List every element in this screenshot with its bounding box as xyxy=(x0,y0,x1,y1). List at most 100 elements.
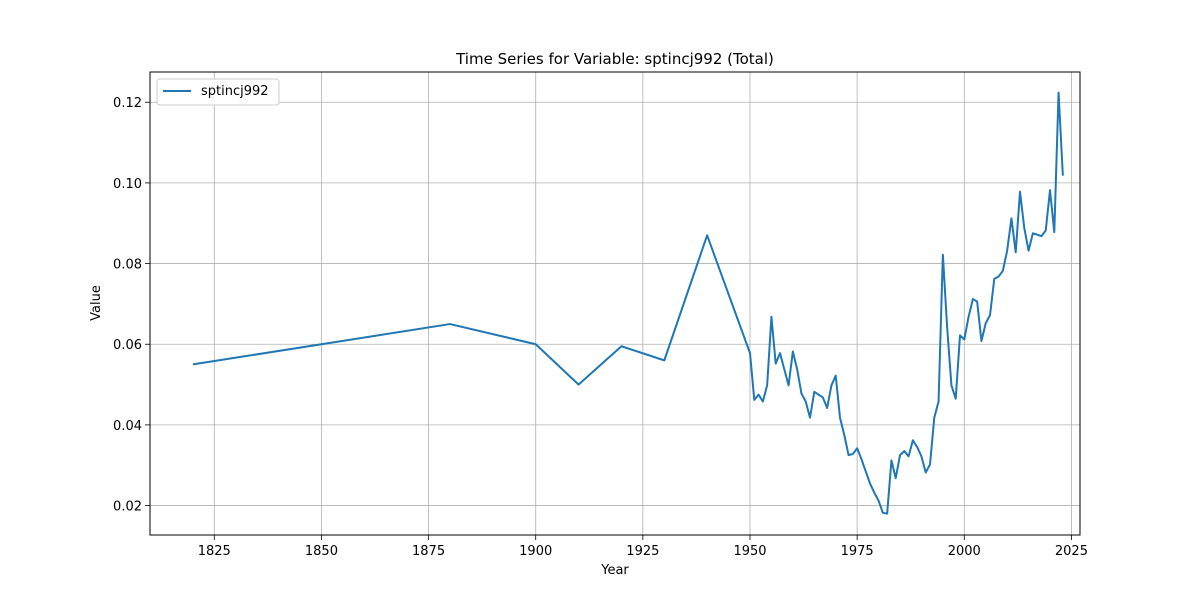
data-point xyxy=(886,513,888,515)
x-tick-label: 2000 xyxy=(948,544,981,559)
data-point xyxy=(1049,189,1051,191)
y-tick-label: 0.10 xyxy=(113,177,142,192)
data-point xyxy=(848,454,850,456)
data-point xyxy=(946,326,948,328)
data-point xyxy=(1006,250,1008,252)
data-point xyxy=(788,384,790,386)
data-point xyxy=(1040,235,1042,237)
x-tick-label: 1925 xyxy=(626,544,659,559)
y-tick-label: 0.12 xyxy=(113,96,142,111)
data-point xyxy=(942,254,944,256)
data-point xyxy=(989,314,991,316)
data-point xyxy=(830,384,832,386)
data-point xyxy=(1032,232,1034,234)
x-tick-label: 1875 xyxy=(412,544,445,559)
legend-box xyxy=(156,78,280,106)
data-point xyxy=(955,398,957,400)
tick-layer: 1825 1850 1875 1900 1925 1950 1975 2000 2025 0.02… xyxy=(113,96,1088,559)
data-point xyxy=(449,323,451,325)
data-point xyxy=(818,394,820,396)
data-point xyxy=(852,453,854,455)
data-point xyxy=(929,463,931,465)
data-point xyxy=(933,417,935,419)
data-point xyxy=(950,384,952,386)
data-point xyxy=(749,352,751,354)
y-tick-label: 0.04 xyxy=(113,419,142,434)
data-point xyxy=(860,458,862,460)
data-point xyxy=(959,334,961,336)
y-tick-label: 0.08 xyxy=(113,258,142,273)
data-point xyxy=(993,278,995,280)
data-point xyxy=(753,399,755,401)
data-point xyxy=(895,477,897,479)
plot-area-frame xyxy=(149,71,1081,536)
data-point xyxy=(578,384,580,386)
y-tick-label: 0.06 xyxy=(113,338,142,353)
legend: sptincj992 xyxy=(156,78,280,106)
data-point xyxy=(1058,92,1060,94)
data-point xyxy=(835,375,837,377)
data-point xyxy=(1036,234,1038,236)
data-point xyxy=(856,447,858,449)
data-point xyxy=(865,470,867,472)
data-point xyxy=(912,439,914,441)
data-point xyxy=(706,234,708,236)
data-point xyxy=(535,343,537,345)
data-point xyxy=(920,455,922,457)
x-tick-label: 1900 xyxy=(519,544,552,559)
data-point xyxy=(1045,230,1047,232)
data-point xyxy=(1028,250,1030,252)
data-point xyxy=(869,482,871,484)
data-point xyxy=(826,407,828,409)
data-point xyxy=(878,500,880,502)
x-tick-label: 1850 xyxy=(305,544,338,559)
x-tick-label: 1825 xyxy=(198,544,231,559)
data-point xyxy=(963,338,965,340)
data-point xyxy=(998,275,1000,277)
data-point xyxy=(663,359,665,361)
data-point xyxy=(762,401,764,403)
series-layer xyxy=(192,91,1064,515)
x-tick-label: 2025 xyxy=(1055,544,1088,559)
data-point xyxy=(192,363,194,365)
x-axis-label: Year xyxy=(600,563,629,578)
data-point xyxy=(925,471,927,473)
data-point xyxy=(873,492,875,494)
data-point xyxy=(779,352,781,354)
data-point xyxy=(976,300,978,302)
data-point xyxy=(620,345,622,347)
data-point xyxy=(792,350,794,352)
data-point xyxy=(770,316,772,318)
x-tick-label: 1975 xyxy=(841,544,874,559)
data-point xyxy=(800,392,802,394)
grid-layer xyxy=(150,72,1080,535)
data-point xyxy=(916,446,918,448)
data-point xyxy=(938,401,940,403)
data-point xyxy=(758,394,760,396)
data-point xyxy=(809,417,811,419)
data-point xyxy=(1019,191,1021,193)
data-point xyxy=(775,363,777,365)
x-tick-label: 1950 xyxy=(733,544,766,559)
data-point xyxy=(1002,270,1004,272)
data-point xyxy=(980,340,982,342)
data-point xyxy=(813,391,815,393)
data-point xyxy=(1015,251,1017,253)
y-axis-label: Value xyxy=(89,285,104,321)
series-line-sptincj992 xyxy=(192,91,1064,515)
legend-label: sptincj992 xyxy=(201,84,269,99)
data-point xyxy=(839,417,841,419)
data-point xyxy=(766,384,768,386)
data-point xyxy=(822,396,824,398)
data-point xyxy=(805,401,807,403)
data-point xyxy=(1053,231,1055,233)
data-point xyxy=(908,455,910,457)
data-point xyxy=(1010,217,1012,219)
data-point xyxy=(972,298,974,300)
y-tick-label: 0.02 xyxy=(113,500,142,515)
data-point xyxy=(843,434,845,436)
data-point xyxy=(903,450,905,452)
data-point xyxy=(882,512,884,514)
data-point xyxy=(1023,227,1025,229)
